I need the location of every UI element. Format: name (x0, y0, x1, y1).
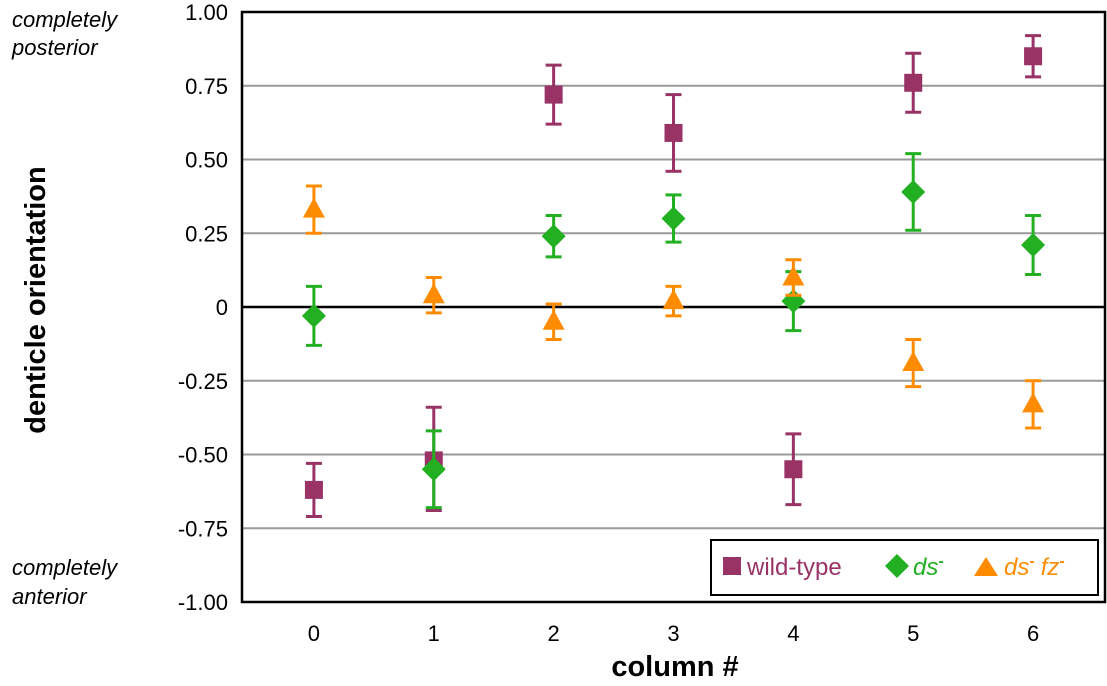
x-tick-label: 4 (787, 621, 799, 646)
x-tick-label: 0 (308, 621, 320, 646)
y-tick-label: 0.50 (185, 148, 228, 173)
data-point-diamond (1021, 233, 1046, 258)
series-layer (301, 34, 1046, 518)
data-point-diamond (901, 179, 926, 204)
y-tick-label: 0 (216, 295, 228, 320)
data-point-triangle (662, 289, 685, 310)
legend-marker-ds (885, 554, 909, 578)
data-point-diamond (541, 224, 566, 249)
y-tick-label: -0.25 (178, 369, 228, 394)
data-point-square (904, 73, 923, 92)
data-point-diamond (301, 303, 326, 328)
y-tick-label: -1.00 (178, 590, 228, 615)
y-axis-title: denticle orientation (20, 166, 52, 433)
x-tick-label: 2 (548, 621, 560, 646)
y-tick-labels: 1.00 0.75 0.50 0.25 0 -0.25 -0.50 -0.75 -1.00 (178, 0, 228, 615)
y-tick-label: 0.75 (185, 74, 228, 99)
y-tick-label: 0.25 (185, 221, 228, 246)
series-0 (304, 34, 1043, 518)
data-point-square (784, 460, 803, 479)
legend-label-ds-fz-sup1: - (1029, 553, 1034, 570)
data-point-triangle (902, 351, 925, 372)
data-point-diamond (661, 206, 686, 231)
legend-label-ds-name: ds (913, 554, 938, 581)
annotation-top-line1: completely (12, 7, 119, 32)
y-tick-label: -0.50 (178, 443, 228, 468)
annotation-bottom-line2: anterior (12, 584, 88, 609)
legend-label-ds: ds- (913, 553, 944, 581)
annotation-bottom-line1: completely (12, 555, 119, 580)
legend-marker-wild-type (723, 557, 741, 575)
data-point-triangle (542, 309, 565, 330)
data-point-square (304, 480, 323, 499)
x-tick-labels: 0 1 2 3 4 5 6 (308, 621, 1039, 646)
y-tick-label: 1.00 (185, 0, 228, 25)
plot-frame (240, 10, 1107, 604)
data-point-triangle (782, 265, 805, 286)
legend-label-ds-fz-name: ds (1004, 554, 1029, 581)
x-tick-label: 1 (428, 621, 440, 646)
annotation-top-line2: posterior (11, 35, 99, 60)
legend-marker-ds-fz (974, 557, 998, 576)
legend-label-ds-fz: ds-fz- (1004, 553, 1065, 581)
series-2 (302, 184, 1045, 430)
legend: wild-type ds- ds-fz- (710, 539, 1099, 596)
x-tick-label: 6 (1027, 621, 1039, 646)
data-point-triangle (1022, 392, 1045, 413)
legend-label-wild-type: wild-type (746, 554, 842, 581)
series-1 (301, 152, 1046, 510)
data-point-triangle (302, 197, 325, 218)
data-point-diamond (421, 457, 446, 482)
x-tick-label: 3 (667, 621, 679, 646)
data-point-square (544, 85, 563, 104)
legend-label-ds-sup: - (938, 553, 943, 570)
data-point-square (1024, 47, 1043, 66)
x-tick-label: 5 (907, 621, 919, 646)
data-point-triangle (422, 283, 445, 304)
x-axis-title: column # (611, 651, 738, 683)
legend-label-ds-fz-sup2: - (1059, 553, 1064, 570)
y-tick-label: -0.75 (178, 516, 228, 541)
legend-label-ds-fz-name2: fz (1041, 554, 1060, 581)
data-point-square (664, 123, 683, 142)
